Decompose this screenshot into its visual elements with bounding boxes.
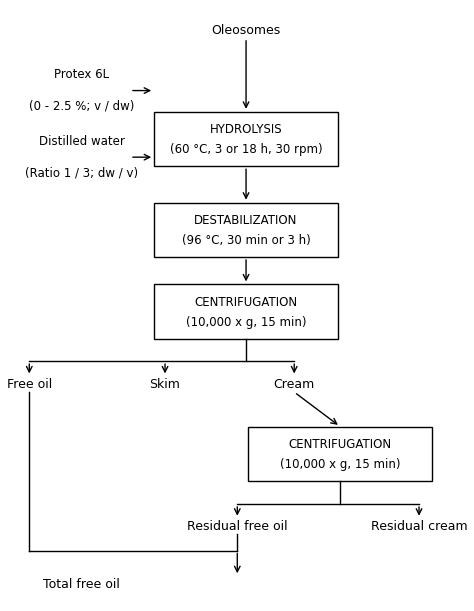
Text: (60 °C, 3 or 18 h, 30 rpm): (60 °C, 3 or 18 h, 30 rpm) [170, 144, 322, 156]
FancyBboxPatch shape [154, 203, 338, 257]
FancyBboxPatch shape [154, 112, 338, 166]
Text: CENTRIFUGATION: CENTRIFUGATION [289, 438, 392, 452]
Text: (96 °C, 30 min or 3 h): (96 °C, 30 min or 3 h) [182, 234, 310, 247]
FancyBboxPatch shape [154, 284, 338, 338]
Text: CENTRIFUGATION: CENTRIFUGATION [194, 296, 298, 309]
FancyBboxPatch shape [248, 426, 432, 481]
Text: Residual cream: Residual cream [371, 520, 467, 533]
Text: (10,000 x g, 15 min): (10,000 x g, 15 min) [280, 458, 401, 471]
Text: (Ratio 1 / 3; dw / v): (Ratio 1 / 3; dw / v) [25, 166, 138, 179]
Text: (0 - 2.5 %; v / dw): (0 - 2.5 %; v / dw) [29, 100, 135, 112]
Text: Distilled water: Distilled water [39, 135, 125, 148]
Text: Oleosomes: Oleosomes [211, 23, 281, 37]
Text: Free oil: Free oil [7, 378, 52, 390]
Text: Protex 6L: Protex 6L [54, 68, 109, 81]
Text: (10,000 x g, 15 min): (10,000 x g, 15 min) [186, 316, 306, 329]
Text: HYDROLYSIS: HYDROLYSIS [210, 123, 283, 136]
Text: Cream: Cream [273, 378, 315, 390]
Text: Residual free oil: Residual free oil [187, 520, 288, 533]
Text: Skim: Skim [150, 378, 181, 390]
Text: Total free oil: Total free oil [44, 577, 120, 590]
Text: DESTABILIZATION: DESTABILIZATION [194, 214, 298, 227]
